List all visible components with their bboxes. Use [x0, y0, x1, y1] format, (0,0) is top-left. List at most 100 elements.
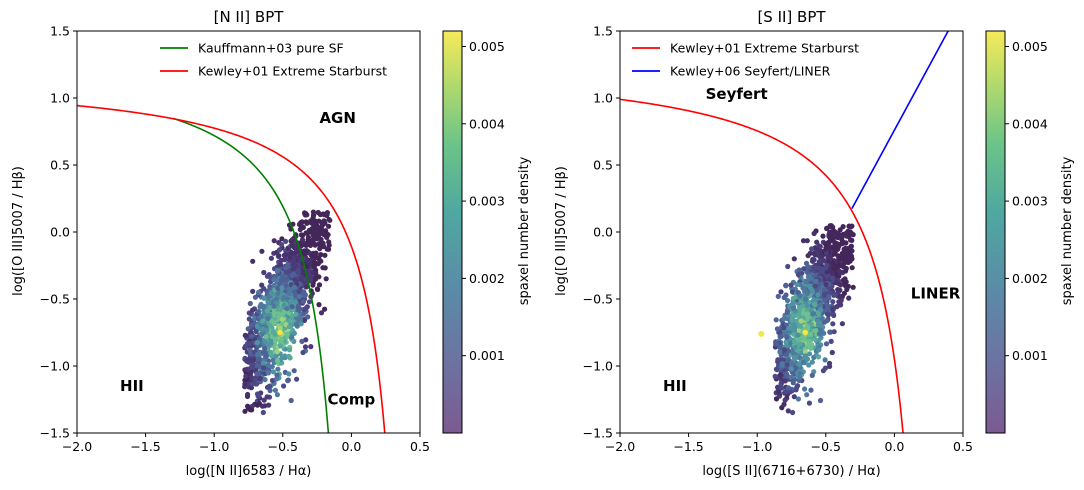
data-point [758, 330, 765, 337]
data-point [800, 359, 807, 366]
data-point [316, 282, 323, 288]
data-point [778, 289, 784, 295]
data-point [778, 376, 784, 382]
data-point [803, 296, 809, 302]
data-point [794, 281, 800, 288]
data-point [800, 238, 807, 244]
data-point [797, 293, 803, 299]
y-tick-label: 0.5 [593, 158, 613, 173]
data-point [798, 318, 804, 324]
x-axis-label: log([S II](6716+6730) / Hα) [702, 464, 880, 479]
data-point [255, 393, 261, 399]
data-point [310, 227, 316, 234]
data-point [273, 296, 279, 302]
y-tick-label: −0.5 [40, 292, 70, 307]
data-point [808, 286, 814, 292]
data-point [248, 349, 254, 355]
data-point [317, 227, 323, 233]
data-point [803, 278, 809, 284]
data-point [324, 246, 330, 252]
data-point [777, 349, 783, 355]
data-point [804, 290, 810, 296]
data-point [781, 347, 788, 353]
chart-title: [N II] BPT [214, 8, 285, 26]
data-point [829, 237, 835, 243]
data-point [242, 408, 248, 414]
data-point [289, 304, 295, 310]
data-point [282, 353, 288, 359]
y-tick-label: −1.0 [583, 359, 613, 374]
data-point [291, 368, 297, 374]
data-point [818, 307, 824, 313]
data-point [308, 344, 314, 350]
data-point [818, 302, 824, 308]
data-point [781, 401, 787, 407]
data-point [254, 323, 260, 330]
data-point [795, 332, 801, 338]
data-point [815, 318, 821, 324]
data-point [293, 321, 299, 327]
data-point [789, 326, 795, 332]
data-point [296, 293, 302, 300]
data-point [267, 304, 273, 311]
data-point [846, 295, 852, 301]
data-point [808, 275, 814, 281]
data-point [259, 248, 265, 254]
data-point [789, 317, 795, 324]
data-point [242, 381, 248, 387]
data-point [773, 317, 779, 323]
data-point [281, 274, 287, 280]
data-point [298, 321, 304, 327]
data-point [838, 282, 844, 288]
data-point [305, 314, 311, 320]
data-point [288, 397, 294, 404]
data-point [272, 337, 279, 343]
x-tick-label: −0.5 [811, 439, 841, 454]
data-point [800, 303, 806, 309]
data-point [797, 371, 803, 377]
x-axis-label: log([N II]6583 / Hα) [186, 464, 312, 479]
data-point [291, 284, 297, 290]
data-point [254, 381, 260, 387]
data-point [824, 311, 831, 317]
data-point [274, 267, 280, 273]
plot-content [620, 31, 950, 433]
data-point [258, 314, 264, 320]
data-point [782, 378, 788, 384]
data-point [301, 306, 307, 313]
data-point [834, 280, 840, 286]
data-point [298, 232, 304, 238]
colorbar-tick-label: 0.005 [1012, 39, 1048, 54]
colorbar-tick-label: 0.002 [1012, 271, 1048, 286]
data-point [258, 301, 264, 308]
data-point [823, 341, 830, 347]
data-point [249, 322, 255, 328]
data-point [260, 317, 266, 324]
data-point [789, 289, 796, 295]
data-point [840, 239, 846, 245]
data-point [315, 209, 321, 216]
data-point [286, 371, 292, 377]
data-point [813, 278, 819, 284]
data-point [849, 237, 855, 243]
data-point [773, 366, 780, 372]
colorbar-label: spaxel number density [1060, 156, 1075, 305]
data-point [775, 293, 781, 299]
data-point [308, 218, 314, 224]
data-point [840, 224, 846, 230]
data-point [297, 306, 303, 312]
data-point [296, 288, 302, 295]
data-point [812, 265, 818, 271]
data-point [281, 383, 287, 389]
data-point [293, 311, 299, 317]
data-point [318, 310, 325, 316]
data-point [830, 311, 836, 317]
data-point [805, 311, 811, 317]
data-point [249, 381, 255, 387]
data-point [302, 210, 308, 216]
data-point [302, 344, 309, 350]
data-point [279, 236, 285, 242]
